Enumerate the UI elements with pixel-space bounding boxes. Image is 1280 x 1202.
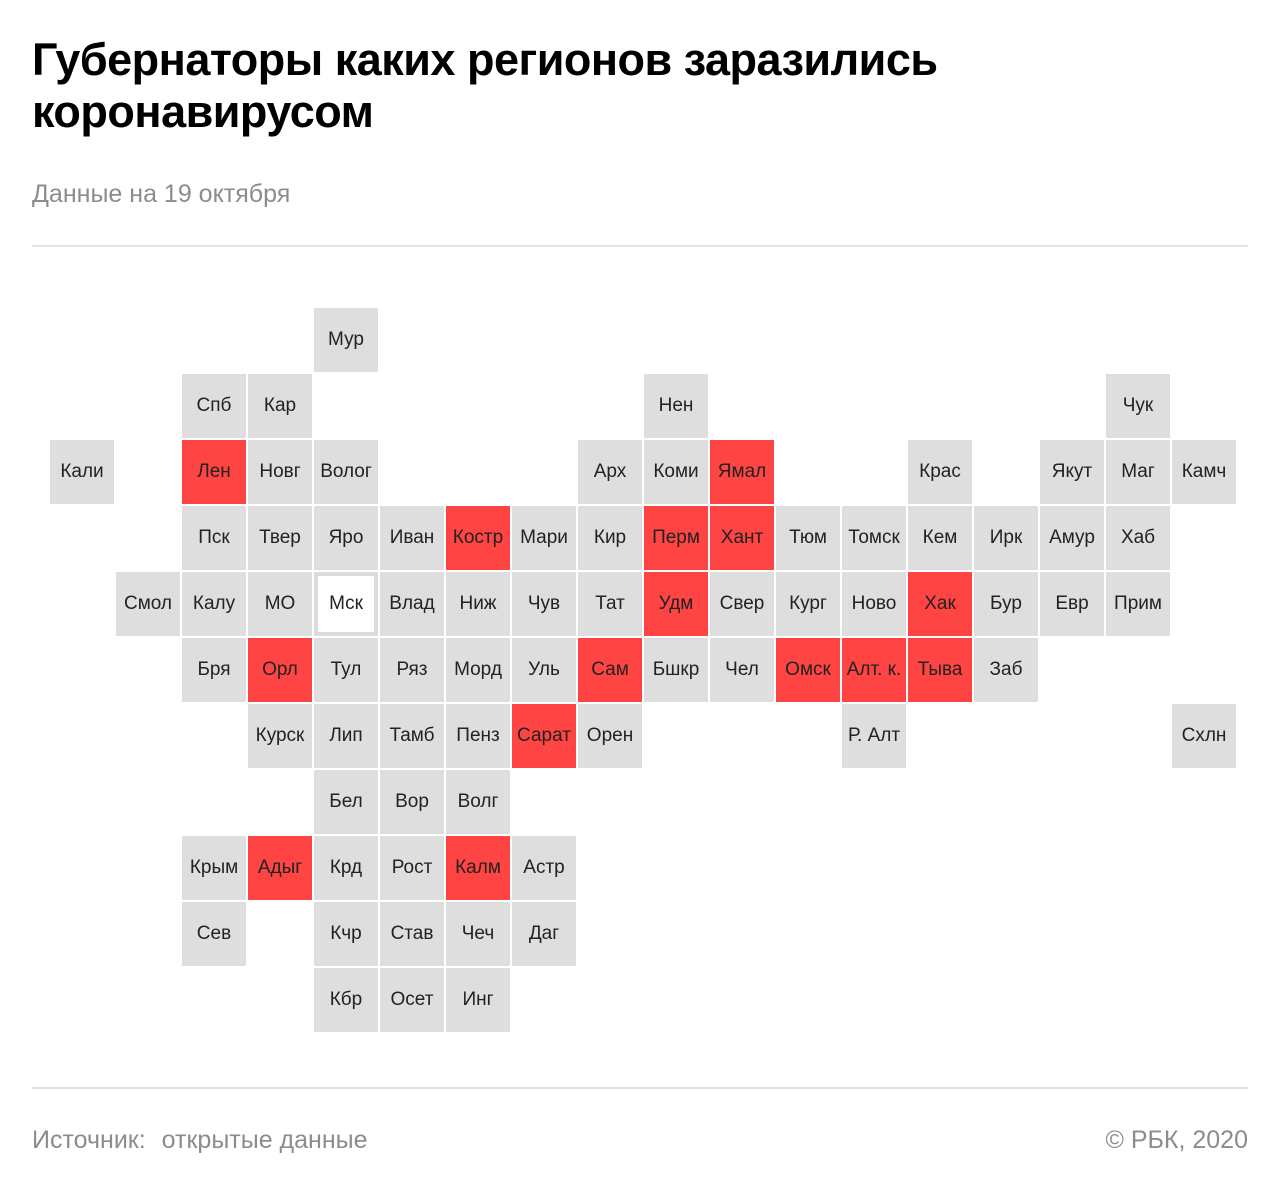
region-tile: Бря	[182, 638, 246, 702]
region-tile: Алт. к.	[842, 638, 906, 702]
region-tile: Крас	[908, 440, 972, 504]
region-tile: Новг	[248, 440, 312, 504]
source-value: открытые данные	[161, 1126, 368, 1154]
region-tile: Осет	[380, 968, 444, 1032]
region-tile: Амур	[1040, 506, 1104, 570]
region-tile: Крд	[314, 836, 378, 900]
region-tile: Кем	[908, 506, 972, 570]
region-tile: Курск	[248, 704, 312, 768]
region-tile: Тюм	[776, 506, 840, 570]
region-tile: Ново	[842, 572, 906, 636]
region-tile: Калу	[182, 572, 246, 636]
region-tile: Смол	[116, 572, 180, 636]
region-tile: Ирк	[974, 506, 1038, 570]
region-tile: Ряз	[380, 638, 444, 702]
region-tile: Орен	[578, 704, 642, 768]
region-tile: Хаб	[1106, 506, 1170, 570]
region-tile: Хант	[710, 506, 774, 570]
region-tile: Яро	[314, 506, 378, 570]
region-tile: Чук	[1106, 374, 1170, 438]
region-tile: Евр	[1040, 572, 1104, 636]
region-tile: Калм	[446, 836, 510, 900]
top-divider	[32, 245, 1248, 247]
region-tile: Иван	[380, 506, 444, 570]
region-tile: Коми	[644, 440, 708, 504]
region-tile: Даг	[512, 902, 576, 966]
region-tile: Сам	[578, 638, 642, 702]
region-tile: Костр	[446, 506, 510, 570]
region-tile: Чув	[512, 572, 576, 636]
region-tile: Хак	[908, 572, 972, 636]
page-title: Губернаторы каких регионов заразились ко…	[32, 34, 938, 137]
copyright: © РБК, 2020	[1105, 1126, 1248, 1154]
region-tile: Твер	[248, 506, 312, 570]
region-tile: Мск	[314, 572, 378, 636]
region-tile: Волог	[314, 440, 378, 504]
region-tile: Лен	[182, 440, 246, 504]
region-tile: Схлн	[1172, 704, 1236, 768]
region-tile: Прим	[1106, 572, 1170, 636]
region-tile: Маг	[1106, 440, 1170, 504]
region-tile: Якут	[1040, 440, 1104, 504]
region-tile: Инг	[446, 968, 510, 1032]
region-tile: Арх	[578, 440, 642, 504]
region-tile: Чел	[710, 638, 774, 702]
region-tile: Перм	[644, 506, 708, 570]
page-subtitle: Данные на 19 октября	[32, 180, 291, 208]
region-tile: Кург	[776, 572, 840, 636]
region-tile: Тыва	[908, 638, 972, 702]
source-label: Источник:	[32, 1126, 146, 1154]
region-tile: Чеч	[446, 902, 510, 966]
region-tile: Астр	[512, 836, 576, 900]
region-tile: Томск	[842, 506, 906, 570]
region-tile: Кбр	[314, 968, 378, 1032]
region-tile: Пенз	[446, 704, 510, 768]
region-tile: Тул	[314, 638, 378, 702]
region-tile: Морд	[446, 638, 510, 702]
region-tile: Спб	[182, 374, 246, 438]
region-tile: Мари	[512, 506, 576, 570]
region-tile: Уль	[512, 638, 576, 702]
region-tile: Крым	[182, 836, 246, 900]
region-tile: Бел	[314, 770, 378, 834]
region-tile: Бур	[974, 572, 1038, 636]
bottom-divider	[32, 1087, 1248, 1089]
region-tile: Ямал	[710, 440, 774, 504]
region-tile: Сарат	[512, 704, 576, 768]
source-note: Источник: открытые данные	[32, 1124, 368, 1156]
region-tile: Вор	[380, 770, 444, 834]
region-tile: Свер	[710, 572, 774, 636]
region-tile: Адыг	[248, 836, 312, 900]
region-tile: Кчр	[314, 902, 378, 966]
region-tile: Кали	[50, 440, 114, 504]
region-tile: Орл	[248, 638, 312, 702]
region-tile: Волг	[446, 770, 510, 834]
region-tile: Заб	[974, 638, 1038, 702]
region-tile: Став	[380, 902, 444, 966]
region-tile: Бшкр	[644, 638, 708, 702]
region-tile: Удм	[644, 572, 708, 636]
region-tile: Камч	[1172, 440, 1236, 504]
region-tile: Кир	[578, 506, 642, 570]
region-tile: Сев	[182, 902, 246, 966]
region-tile: Пск	[182, 506, 246, 570]
region-tile: МО	[248, 572, 312, 636]
region-tile: Р. Алт	[842, 704, 906, 768]
region-tile: Ниж	[446, 572, 510, 636]
region-tile: Кар	[248, 374, 312, 438]
region-tile: Тамб	[380, 704, 444, 768]
region-tile: Нен	[644, 374, 708, 438]
region-tile: Омск	[776, 638, 840, 702]
region-tile: Тат	[578, 572, 642, 636]
region-tile: Рост	[380, 836, 444, 900]
region-tile: Мур	[314, 308, 378, 372]
region-tile: Влад	[380, 572, 444, 636]
region-tile: Лип	[314, 704, 378, 768]
